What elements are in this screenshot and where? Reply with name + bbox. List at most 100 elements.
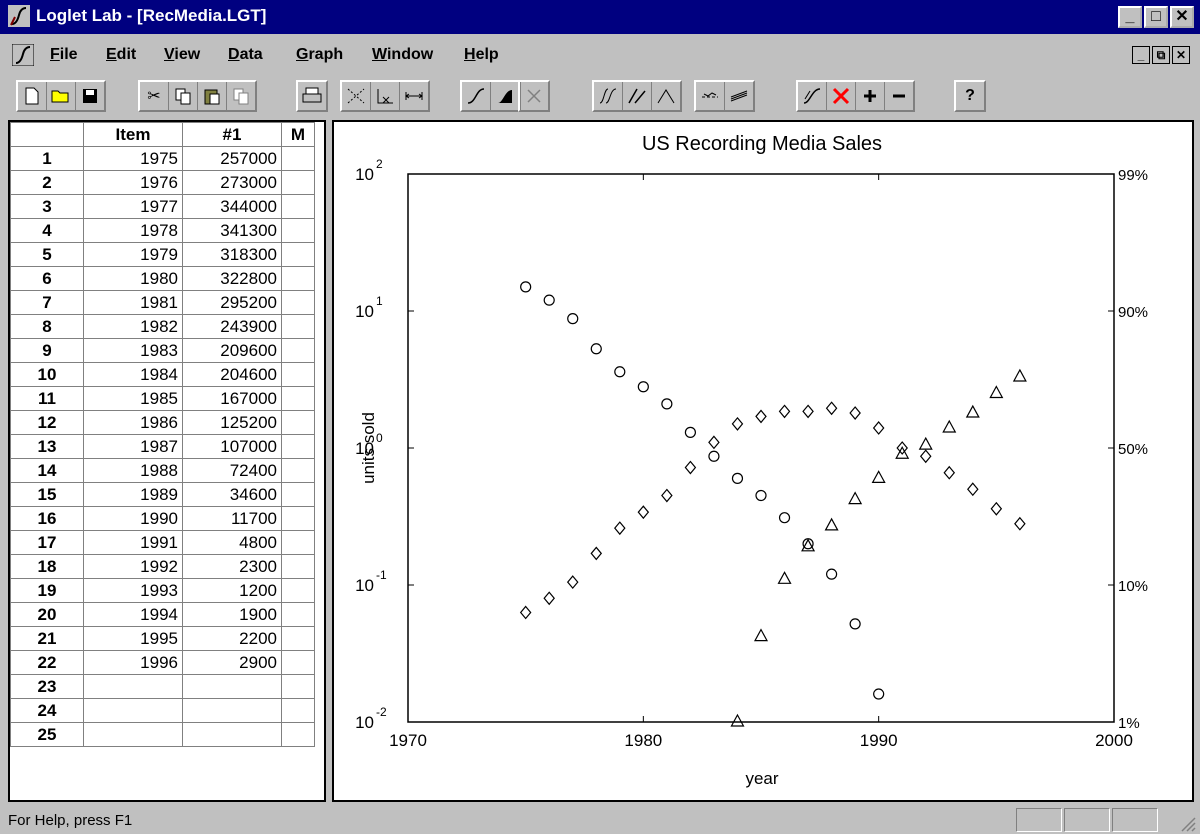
logistic-fit-icon[interactable] <box>623 82 652 110</box>
loglet-app-icon[interactable] <box>8 5 30 27</box>
fisher-pry-icon[interactable] <box>725 82 753 110</box>
cut-icon[interactable]: ✂ <box>140 82 169 110</box>
value-cell[interactable]: 344000 <box>182 194 282 219</box>
table-row[interactable]: 2 1976 273000 <box>10 170 315 195</box>
row-header[interactable]: 1 <box>10 146 84 171</box>
table-row[interactable]: 12 1986 125200 <box>10 410 315 435</box>
empty-cell[interactable] <box>281 626 315 651</box>
clear-icon[interactable] <box>520 82 548 110</box>
fill-icon[interactable] <box>491 82 519 110</box>
row-header[interactable]: 10 <box>10 362 84 387</box>
item-cell[interactable]: 1978 <box>83 218 183 243</box>
empty-cell[interactable] <box>281 146 315 171</box>
value-cell[interactable]: 341300 <box>182 218 282 243</box>
table-row[interactable]: 22 1996 2900 <box>10 650 315 675</box>
empty-cell[interactable] <box>281 506 315 531</box>
item-cell[interactable] <box>83 674 183 699</box>
table-row[interactable]: 1 1975 257000 <box>10 146 315 171</box>
help-icon[interactable]: ? <box>965 87 975 104</box>
value-cell[interactable]: 257000 <box>182 146 282 171</box>
table-row[interactable]: 14 1988 72400 <box>10 458 315 483</box>
remove-icon[interactable] <box>885 82 913 110</box>
value-cell[interactable]: 4800 <box>182 530 282 555</box>
row-header[interactable]: 11 <box>10 386 84 411</box>
row-header[interactable]: 19 <box>10 578 84 603</box>
menu-view[interactable]: View <box>164 46 201 63</box>
row-header[interactable]: 13 <box>10 434 84 459</box>
value-cell[interactable]: 318300 <box>182 242 282 267</box>
row-header[interactable]: 3 <box>10 194 84 219</box>
value-cell[interactable]: 167000 <box>182 386 282 411</box>
fit-width-icon[interactable] <box>400 82 428 110</box>
column-header-item[interactable]: Item <box>83 122 183 147</box>
value-cell[interactable]: 1200 <box>182 578 282 603</box>
add-icon[interactable] <box>856 82 885 110</box>
item-cell[interactable]: 1993 <box>83 578 183 603</box>
table-row[interactable]: 24 <box>10 698 315 723</box>
empty-cell[interactable] <box>281 170 315 195</box>
table-row[interactable]: 13 1987 107000 <box>10 434 315 459</box>
new-icon[interactable] <box>18 82 47 110</box>
empty-cell[interactable] <box>281 194 315 219</box>
empty-cell[interactable] <box>281 722 315 747</box>
empty-cell[interactable] <box>281 386 315 411</box>
empty-cell[interactable] <box>281 242 315 267</box>
item-cell[interactable]: 1992 <box>83 554 183 579</box>
item-cell[interactable]: 1975 <box>83 146 183 171</box>
row-header[interactable]: 16 <box>10 506 84 531</box>
item-cell[interactable]: 1980 <box>83 266 183 291</box>
item-cell[interactable] <box>83 698 183 723</box>
mdi-restore-button[interactable]: ⧉ <box>1152 46 1170 64</box>
paste-special-icon[interactable] <box>227 82 255 110</box>
graph-panel[interactable]: US Recording Media Sales year units sold… <box>332 120 1194 802</box>
item-cell[interactable]: 1977 <box>83 194 183 219</box>
table-row[interactable]: 7 1981 295200 <box>10 290 315 315</box>
value-cell[interactable]: 11700 <box>182 506 282 531</box>
title-bar[interactable]: Loglet Lab - [RecMedia.LGT] _ □ ✕ <box>0 0 1200 34</box>
table-row[interactable]: 15 1989 34600 <box>10 482 315 507</box>
empty-cell[interactable] <box>281 338 315 363</box>
row-header[interactable]: 14 <box>10 458 84 483</box>
item-cell[interactable]: 1983 <box>83 338 183 363</box>
item-cell[interactable]: 1989 <box>83 482 183 507</box>
empty-cell[interactable] <box>281 410 315 435</box>
menu-file[interactable]: File <box>50 46 78 63</box>
column-header-m[interactable]: M <box>281 122 315 147</box>
table-row[interactable]: 20 1994 1900 <box>10 602 315 627</box>
scatter-chart[interactable]: US Recording Media Sales year units sold… <box>334 122 1192 800</box>
value-cell[interactable]: 2300 <box>182 554 282 579</box>
copy-icon[interactable] <box>169 82 198 110</box>
menu-edit[interactable]: Edit <box>106 46 137 63</box>
open-icon[interactable] <box>47 82 76 110</box>
table-row[interactable]: 11 1985 167000 <box>10 386 315 411</box>
row-header[interactable]: 5 <box>10 242 84 267</box>
table-row[interactable]: 21 1995 2200 <box>10 626 315 651</box>
value-cell[interactable]: 273000 <box>182 170 282 195</box>
logistic-curve-icon[interactable] <box>462 82 491 110</box>
value-cell[interactable] <box>182 698 282 723</box>
item-cell[interactable]: 1988 <box>83 458 183 483</box>
row-header[interactable]: 23 <box>10 674 84 699</box>
row-header[interactable]: 6 <box>10 266 84 291</box>
row-header[interactable]: 18 <box>10 554 84 579</box>
table-row[interactable]: 18 1992 2300 <box>10 554 315 579</box>
row-header[interactable]: 21 <box>10 626 84 651</box>
table-row[interactable]: 4 1978 341300 <box>10 218 315 243</box>
bilogistic-icon[interactable] <box>594 82 623 110</box>
empty-cell[interactable] <box>281 434 315 459</box>
empty-cell[interactable] <box>281 362 315 387</box>
item-cell[interactable]: 1986 <box>83 410 183 435</box>
save-icon[interactable] <box>76 82 104 110</box>
table-row[interactable]: 9 1983 209600 <box>10 338 315 363</box>
table-row[interactable]: 10 1984 204600 <box>10 362 315 387</box>
item-cell[interactable]: 1991 <box>83 530 183 555</box>
empty-cell[interactable] <box>281 218 315 243</box>
item-cell[interactable]: 1979 <box>83 242 183 267</box>
table-row[interactable]: 17 1991 4800 <box>10 530 315 555</box>
delete-icon[interactable] <box>827 82 856 110</box>
menu-graph[interactable]: Graph <box>296 46 344 63</box>
row-header[interactable]: 25 <box>10 722 84 747</box>
paste-icon[interactable] <box>198 82 227 110</box>
table-row[interactable]: 19 1993 1200 <box>10 578 315 603</box>
table-row[interactable]: 8 1982 243900 <box>10 314 315 339</box>
